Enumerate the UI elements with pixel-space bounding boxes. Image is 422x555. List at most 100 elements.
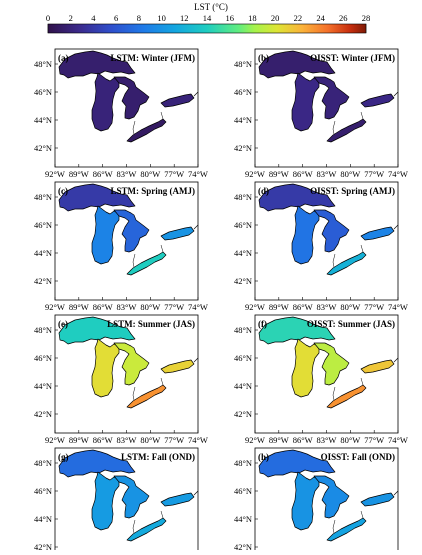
lakes: [58, 449, 199, 542]
river-niagara: [360, 244, 364, 253]
lat-tick-label: 42°N: [34, 143, 52, 153]
lake-ontario: [160, 226, 195, 241]
lake-huron: [313, 76, 350, 120]
lon-tick-label: 92°W: [245, 302, 265, 312]
lon-tick-label: 83°W: [317, 302, 337, 312]
colorbar-tick-label: 24: [316, 13, 325, 23]
river-detroit: [332, 386, 336, 401]
river-niagara: [360, 111, 364, 120]
lat-tick-label: 48°N: [234, 458, 252, 468]
lake-superior: [258, 50, 336, 79]
lon-tick-label: 89°W: [269, 435, 289, 445]
lake-superior: [258, 449, 336, 478]
river-detroit: [132, 253, 136, 268]
lon-tick-label: 92°W: [45, 435, 65, 445]
lat-tick-label: 42°N: [234, 276, 252, 286]
river-st-lawrence: [193, 91, 199, 97]
lake-ontario: [160, 93, 195, 108]
river-detroit: [132, 519, 136, 534]
lake-erie: [326, 517, 367, 542]
river-detroit: [332, 120, 336, 135]
lon-tick-label: 92°W: [45, 302, 65, 312]
map-panel: 92°W89°W86°W83°W80°W77°W74°W48°N46°N44°N…: [234, 447, 399, 555]
lat-tick-label: 48°N: [34, 59, 52, 69]
river-st-lawrence: [393, 224, 399, 230]
river-detroit: [132, 120, 136, 135]
river-st-lawrence: [393, 357, 399, 363]
colorbar-label: LST (°C): [194, 2, 228, 12]
lon-tick-label: 89°W: [69, 302, 89, 312]
colorbar-tick-label: 18: [248, 13, 257, 23]
lon-tick-label: 92°W: [245, 169, 265, 179]
river-st-lawrence: [393, 91, 399, 97]
lat-tick-label: 48°N: [34, 192, 52, 202]
lake-superior: [258, 183, 336, 212]
river-niagara: [360, 377, 364, 386]
lon-tick-label: 77°W: [164, 302, 184, 312]
panel-title: LSTM: Spring (AMJ): [110, 186, 195, 196]
lat-tick-label: 48°N: [234, 59, 252, 69]
lon-tick-label: 80°W: [340, 169, 360, 179]
lat-tick-label: 46°N: [34, 220, 52, 230]
river-st-lawrence: [393, 490, 399, 496]
lon-tick-label: 80°W: [140, 302, 160, 312]
lat-tick-label: 46°N: [234, 220, 252, 230]
lake-superior: [58, 449, 136, 478]
panel-letter: (c): [58, 186, 68, 196]
river-st-lawrence: [193, 224, 199, 230]
lake-ontario: [360, 93, 395, 108]
lat-tick-label: 46°N: [34, 353, 52, 363]
lon-tick-label: 89°W: [69, 169, 89, 179]
lon-tick-label: 80°W: [140, 435, 160, 445]
lat-tick-label: 46°N: [34, 87, 52, 97]
panel-letter: (a): [58, 53, 69, 63]
lakes: [58, 50, 199, 143]
lon-tick-label: 86°W: [93, 302, 113, 312]
lake-superior: [58, 316, 136, 345]
river-st-lawrence: [193, 357, 199, 363]
lon-tick-label: 83°W: [317, 169, 337, 179]
colorbar-tick-label: 10: [157, 13, 166, 23]
lat-tick-label: 48°N: [234, 192, 252, 202]
panel-letter: (d): [258, 186, 269, 196]
panel-title: OISST: Winter (JFM): [310, 53, 395, 63]
lon-tick-label: 86°W: [93, 435, 113, 445]
colorbar-tick-label: 8: [137, 13, 141, 23]
panel-letter: (f): [258, 319, 267, 329]
lat-tick-label: 42°N: [34, 542, 52, 550]
lake-ontario: [360, 226, 395, 241]
colorbar-tick-label: 12: [180, 13, 189, 23]
colorbar-tick-label: 28: [362, 13, 371, 23]
panel-title: LSTM: Summer (JAS): [107, 319, 195, 329]
lakes: [258, 183, 399, 276]
lon-tick-label: 83°W: [117, 169, 137, 179]
lon-tick-label: 74°W: [388, 169, 408, 179]
lake-ontario: [160, 359, 195, 374]
colorbar-tick-label: 26: [339, 13, 348, 23]
lon-tick-label: 74°W: [188, 302, 208, 312]
lake-erie: [126, 384, 167, 409]
lake-erie: [126, 517, 167, 542]
lon-tick-label: 83°W: [117, 302, 137, 312]
colorbar-tick-label: 6: [114, 13, 118, 23]
lat-tick-label: 46°N: [234, 486, 252, 496]
lake-superior: [58, 50, 136, 79]
lake-erie: [126, 118, 167, 143]
lon-tick-label: 80°W: [340, 435, 360, 445]
panel-title: LSTM: Fall (OND): [121, 452, 195, 462]
lake-ontario: [160, 492, 195, 507]
lon-tick-label: 77°W: [364, 169, 384, 179]
lon-tick-label: 77°W: [364, 302, 384, 312]
panel-title: OISST: Summer (JAS): [307, 319, 395, 329]
lon-tick-label: 86°W: [293, 302, 313, 312]
river-niagara: [160, 244, 164, 253]
lat-tick-label: 44°N: [234, 514, 252, 524]
panel-title: OISST: Fall (OND): [321, 452, 395, 462]
lakes: [258, 50, 399, 143]
lat-tick-label: 42°N: [234, 143, 252, 153]
